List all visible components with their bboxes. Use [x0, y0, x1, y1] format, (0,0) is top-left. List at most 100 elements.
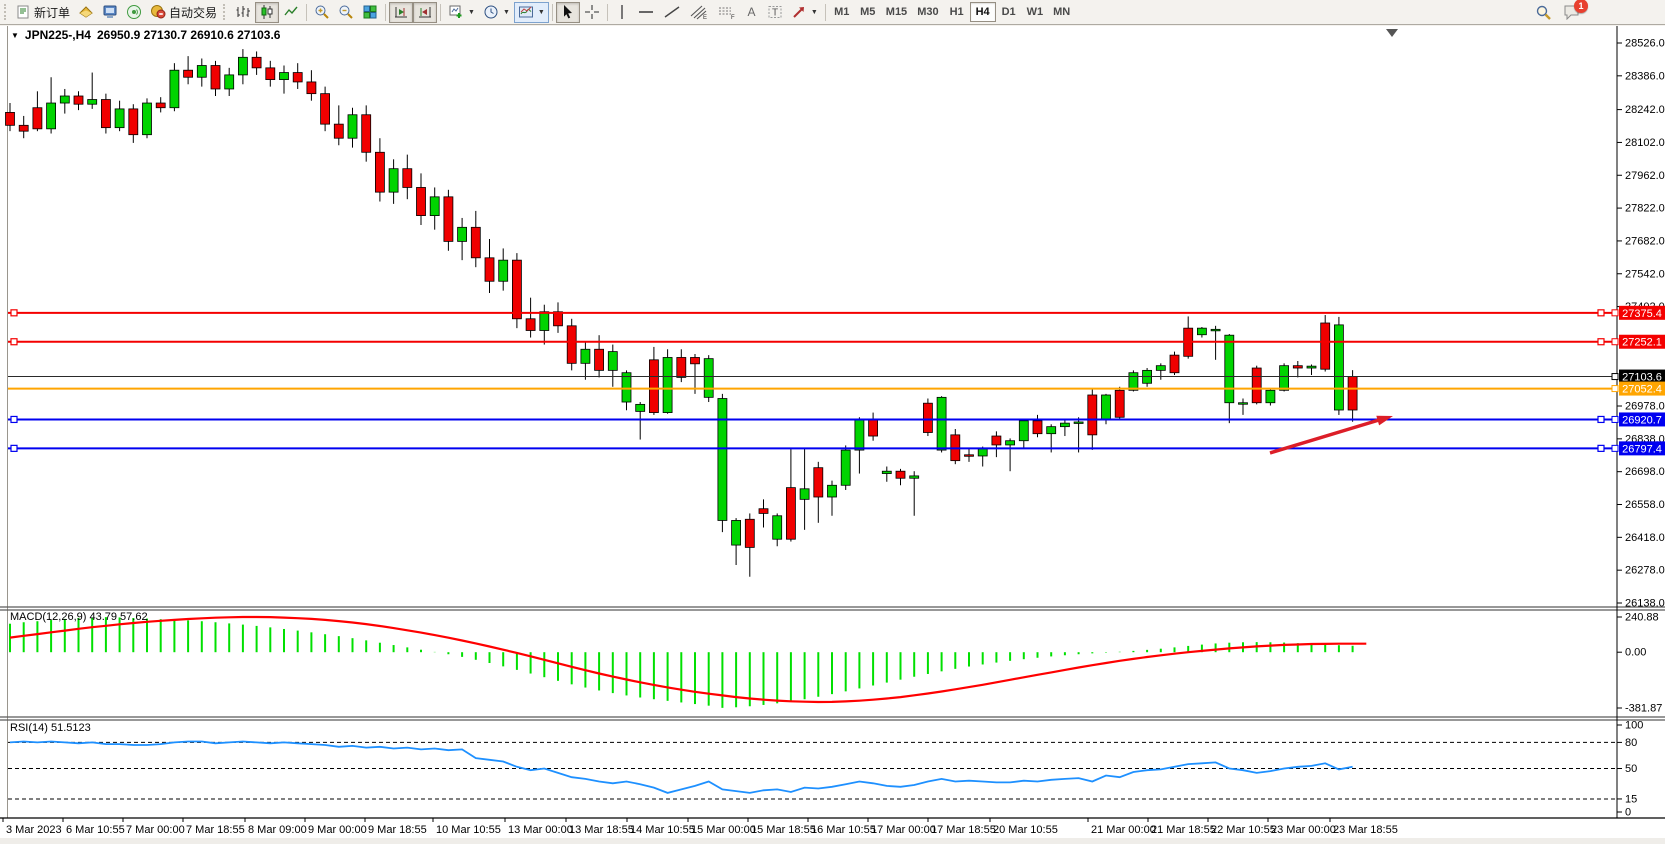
timeframe-w1[interactable]: W1: [1022, 2, 1049, 22]
dropdown-caret: ▼: [502, 8, 510, 16]
trendline-tool-button[interactable]: [659, 2, 685, 23]
svg-text:15 Mar 18:55: 15 Mar 18:55: [751, 824, 816, 836]
terminal-button[interactable]: [98, 2, 122, 23]
svg-text:8 Mar 09:00: 8 Mar 09:00: [248, 824, 307, 836]
svg-text:240.88: 240.88: [1625, 612, 1659, 624]
chart-canvas[interactable]: 28526.0 28386.0 28242.0 28102.0 27962.0 27822…: [0, 26, 1665, 844]
svg-text:17 Mar 18:55: 17 Mar 18:55: [931, 824, 996, 836]
auto-scroll-button[interactable]: [413, 1, 438, 23]
vline-tool-button[interactable]: [611, 2, 633, 23]
toolbar-separator: [824, 3, 826, 21]
svg-text:28386.0: 28386.0: [1625, 70, 1665, 82]
svg-text:100: 100: [1625, 720, 1643, 732]
chart-candles-button[interactable]: [255, 1, 280, 23]
svg-text:26698.0: 26698.0: [1625, 466, 1665, 478]
dropdown-caret: ▼: [810, 8, 818, 16]
svg-text:14 Mar 10:55: 14 Mar 10:55: [630, 824, 695, 836]
toolbar-separator: [606, 3, 608, 21]
chart-bars-button[interactable]: [231, 2, 255, 23]
signal-icon: [127, 5, 142, 19]
svg-text:23 Mar 18:55: 23 Mar 18:55: [1333, 824, 1398, 836]
templates-dropdown[interactable]: ▼: [513, 1, 549, 23]
timeframe-h1[interactable]: H1: [944, 2, 970, 22]
timeframe-d1[interactable]: D1: [996, 2, 1022, 22]
price-axis: 28526.0 28386.0 28242.0 28102.0 27962.0 27822…: [1617, 38, 1665, 610]
timeframe-m30[interactable]: M30: [912, 2, 943, 22]
chart-line-button[interactable]: [279, 2, 303, 23]
signal-button[interactable]: [122, 2, 146, 23]
arrows-tool-dropdown[interactable]: ▼: [787, 2, 822, 23]
svg-text:15 Mar 00:00: 15 Mar 00:00: [691, 824, 756, 836]
svg-text:21 Mar 18:55: 21 Mar 18:55: [1151, 824, 1216, 836]
svg-text:13 Mar 18:55: 13 Mar 18:55: [569, 824, 634, 836]
chart-shift-marker[interactable]: [1386, 29, 1398, 37]
svg-text:26978.0: 26978.0: [1625, 401, 1665, 413]
autotrade-button[interactable]: 自动交易: [146, 2, 221, 23]
svg-text:7 Mar 18:55: 7 Mar 18:55: [186, 824, 245, 836]
svg-text:15: 15: [1625, 793, 1637, 805]
svg-text:0: 0: [1625, 807, 1631, 819]
search-button[interactable]: [1532, 2, 1555, 23]
new-chart-icon: [449, 5, 462, 18]
channel-tool-button[interactable]: E: [685, 2, 713, 23]
zoom-out-button[interactable]: [334, 2, 358, 23]
new-order-icon: [17, 5, 29, 18]
svg-text:-381.87: -381.87: [1625, 702, 1662, 714]
trend-arrow-annotation[interactable]: [1269, 415, 1393, 455]
text-icon: A: [747, 5, 755, 19]
timeframe-m1[interactable]: M1: [829, 2, 855, 22]
fibonacci-tool-button[interactable]: F: [713, 2, 741, 23]
timeframe-h4[interactable]: H4: [969, 2, 996, 22]
svg-text:28102.0: 28102.0: [1625, 137, 1665, 149]
auto-scroll-icon: [419, 7, 432, 18]
timeframe-m15[interactable]: M15: [881, 2, 912, 22]
autotrade-icon: [151, 5, 166, 19]
svg-text:27822.0: 27822.0: [1625, 203, 1665, 215]
svg-text:27052.4: 27052.4: [1622, 384, 1662, 396]
new-order-button[interactable]: 新订单: [12, 2, 74, 23]
chart-frame: [0, 26, 1665, 844]
tile-windows-button[interactable]: [358, 2, 382, 23]
svg-text:27375.4: 27375.4: [1622, 308, 1662, 320]
line-chart-icon: [284, 6, 298, 16]
level-lines: [8, 309, 1617, 452]
label-tool-button[interactable]: T: [763, 2, 787, 23]
svg-text:28526.0: 28526.0: [1625, 38, 1665, 50]
svg-text:E: E: [703, 15, 707, 20]
chart-wizard-button[interactable]: [74, 2, 98, 23]
timeframe-m5[interactable]: M5: [855, 2, 881, 22]
toolbar-separator: [306, 3, 308, 21]
terminal-icon: [103, 5, 117, 18]
notifications-button[interactable]: 1: [1563, 0, 1588, 20]
chart-shift-button[interactable]: [389, 1, 414, 23]
macd-indicator-label: MACD(12,26,9) 43.79 57.62: [10, 611, 148, 623]
text-tool-button[interactable]: A: [741, 2, 763, 23]
rsi-indicator: [8, 740, 1617, 800]
vertical-line-icon: [621, 5, 623, 19]
candlestick-chart-icon: [261, 5, 273, 19]
cursor-button[interactable]: [555, 1, 580, 23]
timeframe-mn[interactable]: MN: [1048, 2, 1075, 22]
new-chart-dropdown[interactable]: ▼: [444, 2, 479, 23]
toolbar-separator: [551, 3, 553, 21]
svg-text:9 Mar 00:00: 9 Mar 00:00: [308, 824, 367, 836]
svg-text:27103.6: 27103.6: [1622, 372, 1662, 384]
chart-shift-icon: [395, 7, 408, 18]
svg-text:17 Mar 00:00: 17 Mar 00:00: [871, 824, 936, 836]
equidistant-channel-icon: E: [690, 5, 707, 20]
gold-chart-icon: [79, 6, 93, 18]
svg-text:20 Mar 10:55: 20 Mar 10:55: [993, 824, 1058, 836]
symbol-dropdown-icon[interactable]: ▼: [11, 30, 19, 40]
hline-tool-button[interactable]: [633, 2, 659, 23]
svg-text:23 Mar 00:00: 23 Mar 00:00: [1271, 824, 1336, 836]
periods-dropdown[interactable]: ▼: [479, 2, 514, 23]
zoom-in-button[interactable]: [310, 2, 334, 23]
time-axis: 3 Mar 2023 6 Mar 10:55 7 Mar 00:00 7 Mar 18…: [2, 818, 1398, 836]
svg-text:21 Mar 00:00: 21 Mar 00:00: [1091, 824, 1156, 836]
svg-text:26278.0: 26278.0: [1625, 565, 1665, 577]
autotrade-label: 自动交易: [169, 5, 218, 20]
svg-text:80: 80: [1625, 737, 1637, 749]
crosshair-button[interactable]: [580, 2, 604, 23]
